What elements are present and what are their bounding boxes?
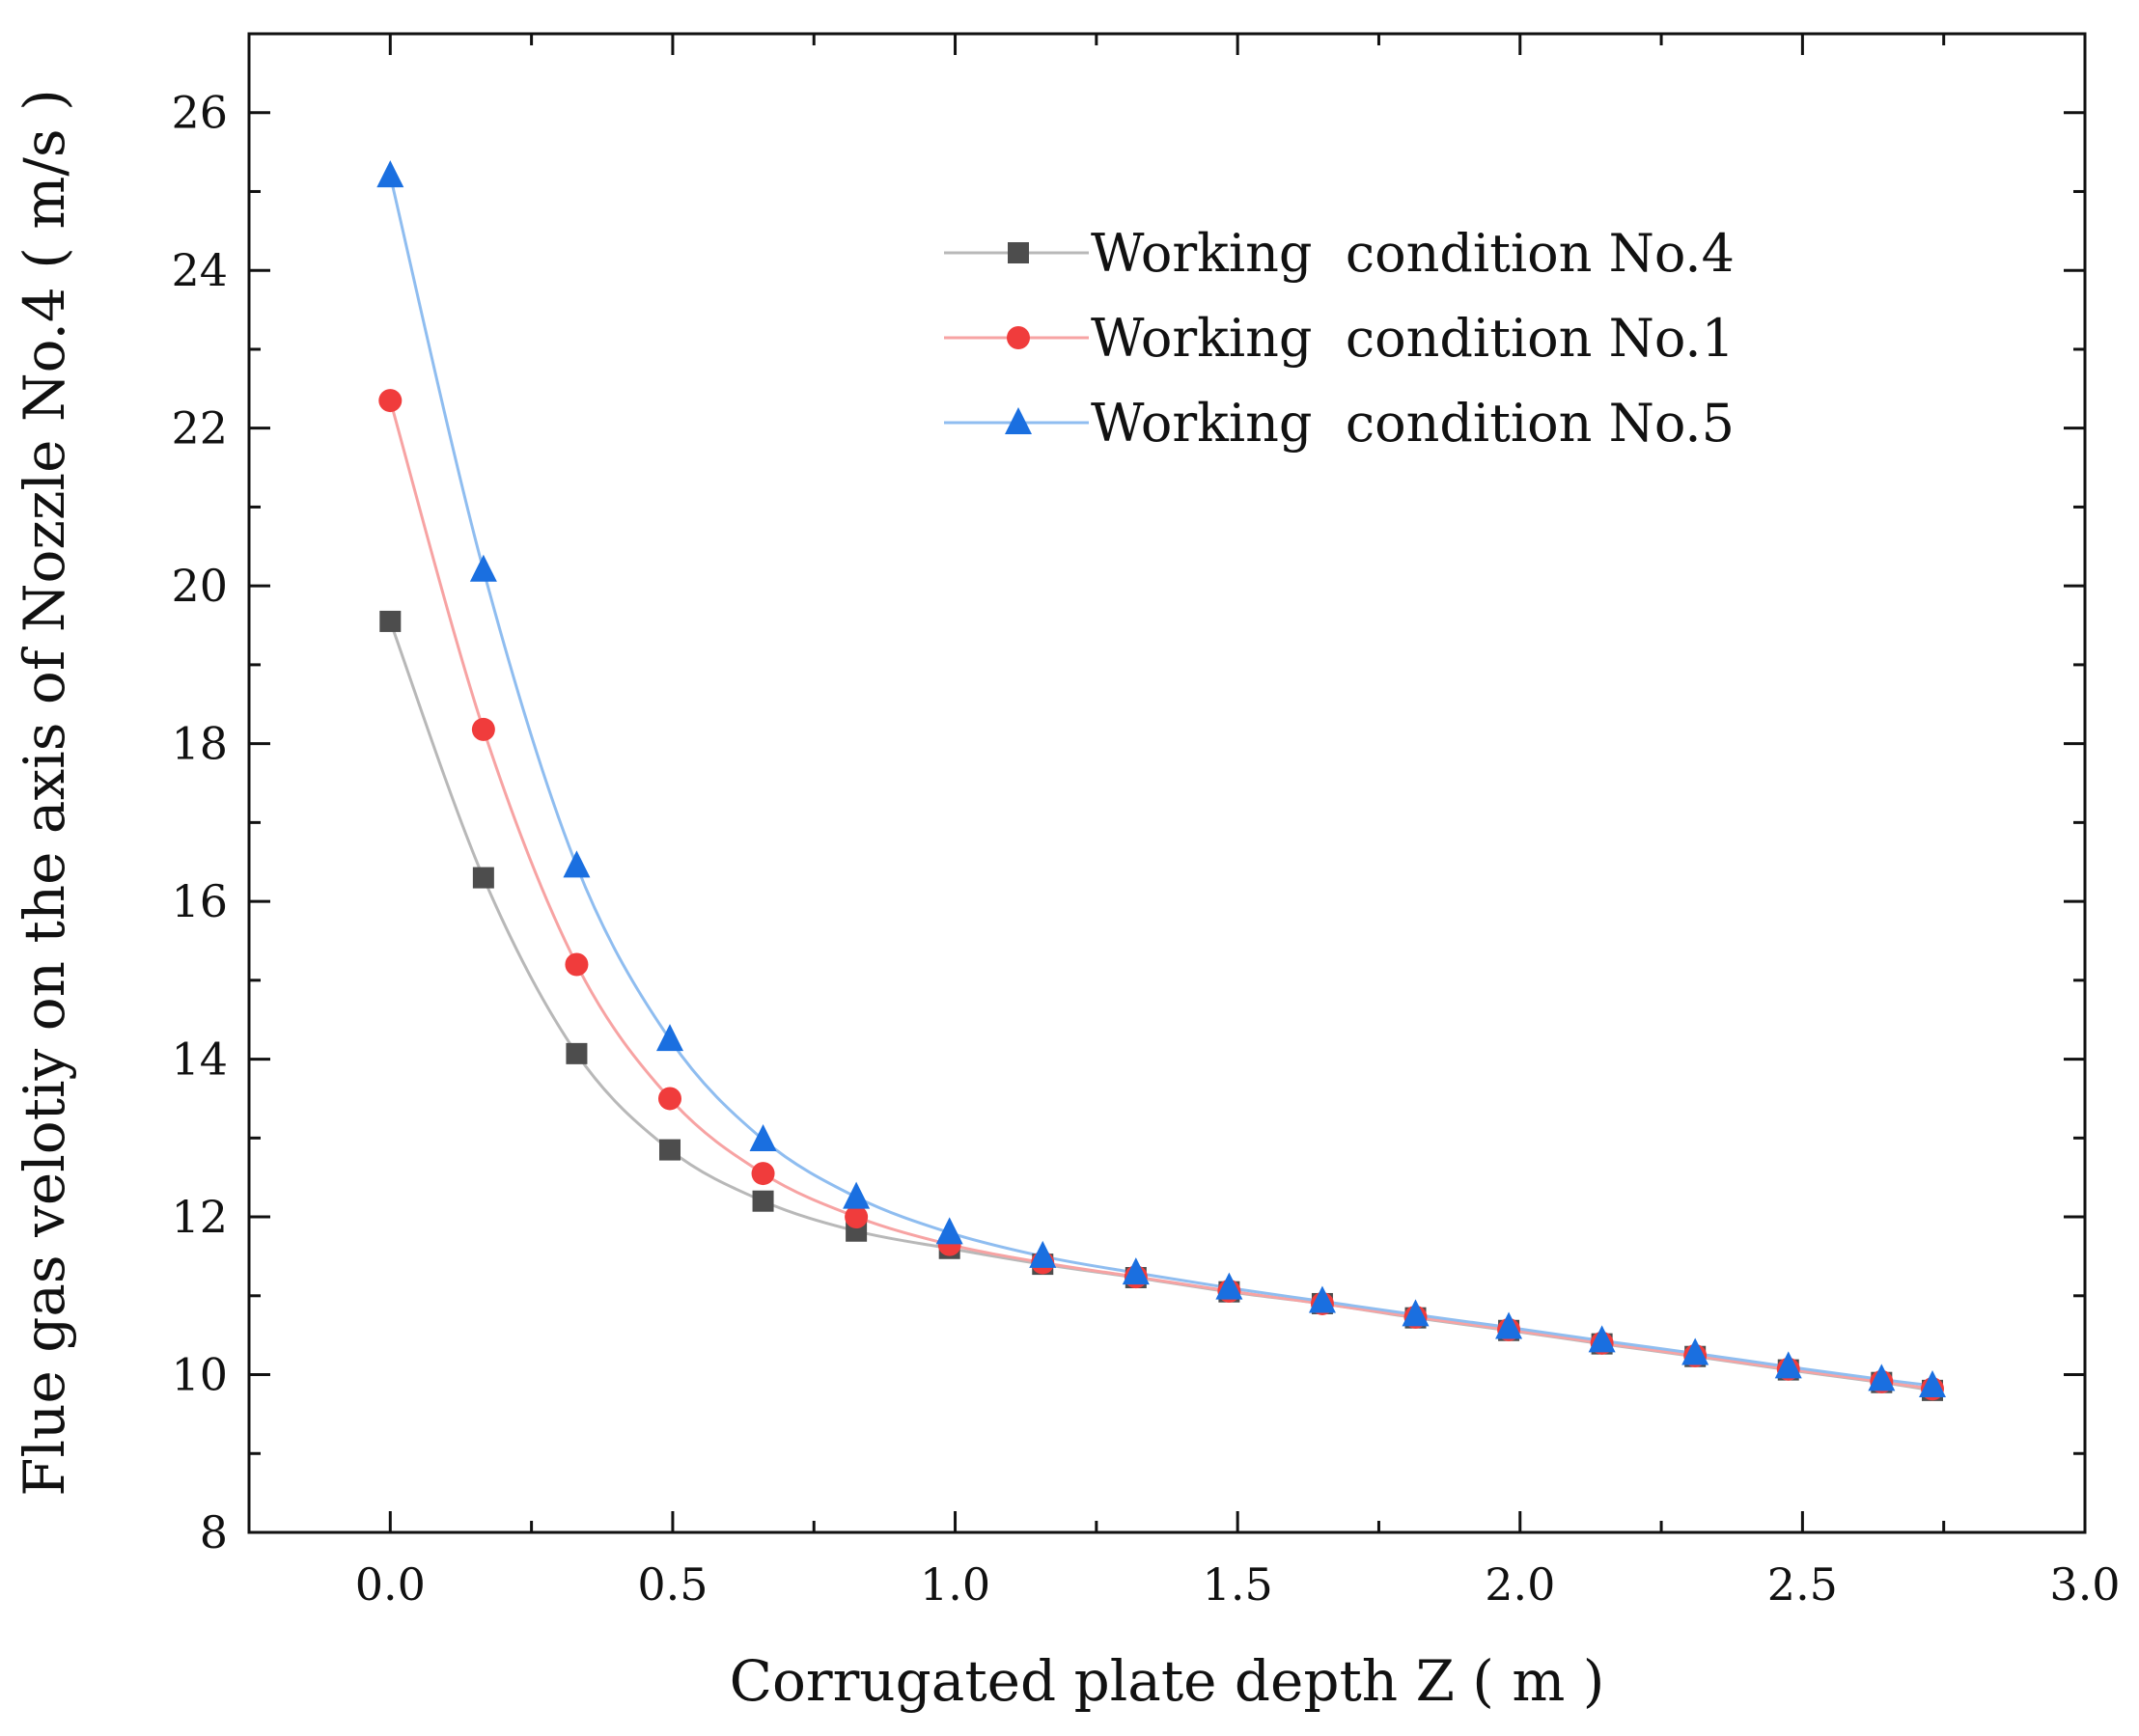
- y-tick-label: 14: [171, 1033, 228, 1086]
- data-point-series-1: [565, 952, 589, 977]
- data-point-series-2: [843, 1181, 871, 1209]
- data-point-series-2: [1215, 1272, 1243, 1300]
- data-point-series-0: [379, 610, 402, 632]
- data-point-series-2: [1029, 1240, 1057, 1268]
- y-tick-label: 22: [171, 402, 228, 455]
- data-point-series-2: [655, 1024, 683, 1052]
- legend-label-2: Working condition No.5: [1091, 393, 1735, 454]
- plot-frame-layer: [247, 32, 2087, 1534]
- axis-ticks: 0.0 0.5 1.0 1.5 2.0 2.5 3.0 8 10 12 14 16 18 20 22 24 26: [171, 32, 2121, 1611]
- legend-marker-0: [1008, 242, 1029, 263]
- data-point-series-0: [472, 867, 494, 889]
- x-tick-label: 2.0: [1485, 1558, 1555, 1611]
- y-tick-label: 26: [171, 87, 228, 139]
- x-tick-label: 0.5: [637, 1558, 708, 1611]
- data-point-series-0: [566, 1042, 588, 1064]
- data-point-series-2: [749, 1123, 777, 1151]
- x-tick-label: 0.0: [355, 1558, 426, 1611]
- y-tick-label: 24: [171, 244, 228, 296]
- data-point-series-2: [1402, 1299, 1430, 1327]
- data-point-series-2: [1495, 1311, 1523, 1339]
- data-point-series-0: [752, 1190, 774, 1212]
- y-axis-title: Flue gas velotiy on the axis of Nozzle N…: [12, 89, 77, 1496]
- data-point-series-2: [1918, 1369, 1946, 1397]
- x-tick-label: 1.5: [1203, 1558, 1273, 1611]
- legend: Working condition No.4 Working condition …: [944, 223, 1735, 454]
- legend-label-0: Working condition No.4: [1091, 223, 1735, 284]
- data-point-series-1: [378, 389, 403, 413]
- data-point-series-2: [563, 850, 591, 878]
- data-point-series-1: [845, 1205, 869, 1229]
- series-line-0: [388, 620, 1933, 1392]
- legend-label-1: Working condition No.1: [1091, 308, 1735, 369]
- data-point-series-1: [471, 717, 495, 741]
- data-point-series-2: [1308, 1285, 1336, 1313]
- legend-marker-1: [1007, 326, 1030, 349]
- data-point-series-2: [1868, 1364, 1896, 1392]
- y-tick-label: 12: [171, 1191, 228, 1243]
- x-tick-label: 3.0: [2049, 1558, 2120, 1611]
- data-point-series-2: [376, 160, 404, 188]
- data-point-series-1: [751, 1162, 775, 1186]
- data-point-series-2: [1122, 1257, 1150, 1285]
- y-tick-label: 20: [171, 560, 228, 612]
- x-tick-label: 2.5: [1767, 1558, 1838, 1611]
- data-point-series-2: [935, 1217, 963, 1245]
- data-point-series-2: [1588, 1325, 1616, 1353]
- series-line-1: [388, 400, 1933, 1391]
- legend-marker-2: [1005, 407, 1032, 434]
- x-tick-label: 1.0: [920, 1558, 990, 1611]
- y-tick-label: 18: [171, 718, 228, 770]
- series-markers: [376, 160, 1946, 1401]
- data-point-series-1: [657, 1087, 681, 1111]
- series-line-2: [388, 175, 1933, 1388]
- y-tick-label: 8: [200, 1506, 228, 1558]
- x-axis-title: Corrugated plate depth Z ( m ): [730, 1648, 1605, 1714]
- data-point-series-2: [469, 554, 497, 582]
- plot-frame: [247, 32, 2087, 1534]
- y-tick-label: 16: [171, 875, 228, 927]
- data-point-series-2: [1681, 1337, 1709, 1365]
- data-point-series-2: [1774, 1351, 1802, 1379]
- data-point-series-0: [658, 1139, 681, 1161]
- y-tick-label: 10: [171, 1349, 228, 1401]
